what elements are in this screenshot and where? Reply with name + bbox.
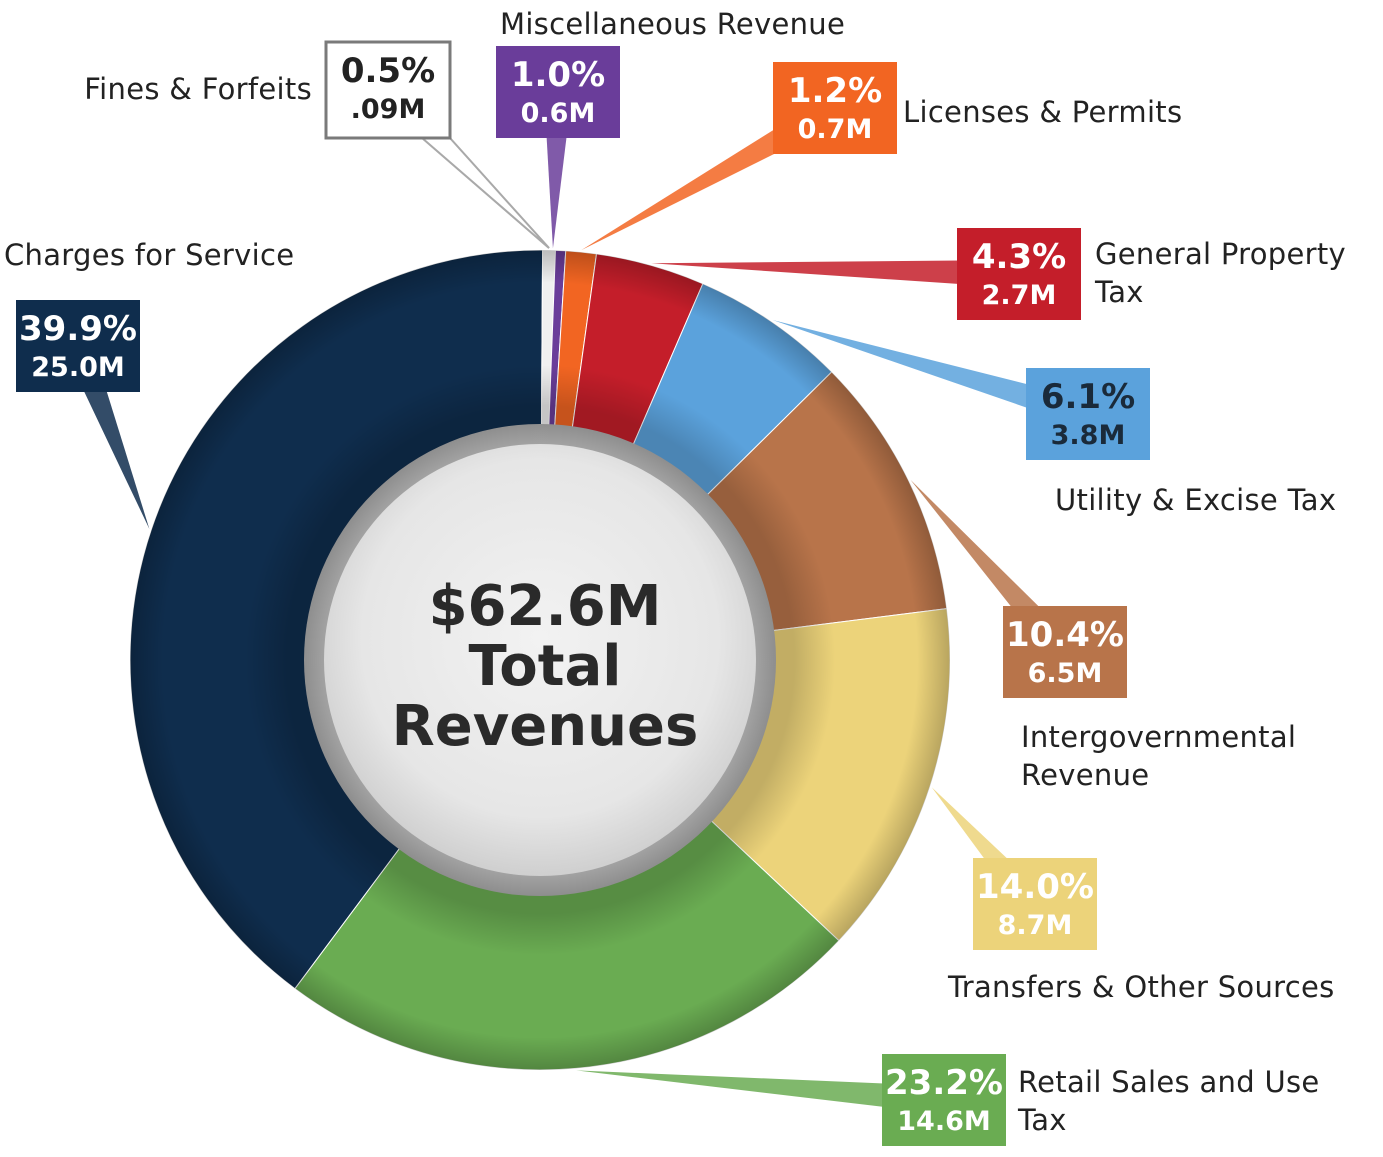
category-label-intergov: Revenue <box>1021 758 1149 792</box>
box-misc <box>496 46 620 138</box>
category-label-licenses: Licenses & Permits <box>903 95 1182 129</box>
category-label-retail: Retail Sales and Use <box>1018 1065 1320 1099</box>
amount-label-transfers: 8.7M <box>998 910 1073 941</box>
amount-label-licenses: 0.7M <box>798 114 873 145</box>
category-label-fines: Fines & Forfeits <box>84 72 312 106</box>
amount-label-intergov: 6.5M <box>1028 658 1103 689</box>
pct-label-misc: 1.0% <box>511 55 605 95</box>
amount-label-property: 2.7M <box>982 280 1057 311</box>
pct-label-utility: 6.1% <box>1041 377 1135 417</box>
category-label-charges: Charges for Service <box>4 238 294 272</box>
amount-label-retail: 14.6M <box>897 1106 991 1137</box>
amount-label-utility: 3.8M <box>1051 420 1126 451</box>
category-label-property: Tax <box>1094 275 1144 309</box>
center-disk <box>324 444 756 876</box>
leader-utility <box>772 319 1093 428</box>
center-total: $62.6M <box>429 574 662 639</box>
box-utility <box>1026 368 1150 460</box>
category-labels: Miscellaneous Revenue Licenses & Permits G… <box>4 7 1346 1137</box>
box-property <box>957 228 1081 320</box>
amount-label-misc: 0.6M <box>521 98 596 129</box>
pct-label-retail: 23.2% <box>885 1063 1003 1103</box>
box-fines <box>324 40 452 140</box>
center-revenues-label: Revenues <box>392 694 699 759</box>
box-transfers <box>973 858 1097 950</box>
category-label-property: General Property <box>1095 237 1346 271</box>
category-label-utility: Utility & Excise Tax <box>1055 483 1336 517</box>
box-intergov <box>1003 606 1127 698</box>
center-total-label: Total <box>469 634 622 699</box>
leader-property <box>651 260 1020 288</box>
pct-label-licenses: 1.2% <box>788 71 882 111</box>
pct-label-intergov: 10.4% <box>1006 615 1124 655</box>
pct-label-transfers: 14.0% <box>976 867 1094 907</box>
pct-label-charges: 39.9% <box>19 309 137 349</box>
category-label-transfers: Transfers & Other Sources <box>947 970 1335 1004</box>
pct-label-property: 4.3% <box>972 237 1066 277</box>
category-label-misc: Miscellaneous Revenue <box>500 7 845 41</box>
value-boxes: 1.0%0.6M 1.2%0.7M 4.3%2.7M 6.1%3.8M 10.4%6.5… <box>16 40 1150 1146</box>
box-retail <box>882 1054 1006 1146</box>
amount-label-charges: 25.0M <box>31 352 125 383</box>
category-label-retail: Tax <box>1017 1103 1067 1137</box>
box-licenses <box>773 62 897 154</box>
category-label-intergov: Intergovernmental <box>1021 720 1296 754</box>
box-charges <box>16 300 140 392</box>
leader-retail <box>576 1070 946 1114</box>
amount-label-fines: .09M <box>351 94 426 125</box>
pct-label-fines: 0.5% <box>341 51 435 91</box>
